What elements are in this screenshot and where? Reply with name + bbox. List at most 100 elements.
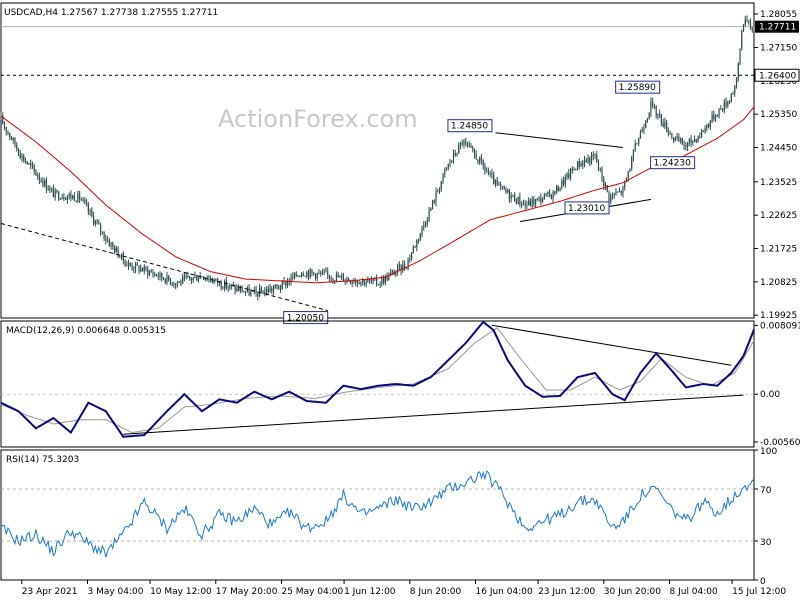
candle-body [204,278,207,280]
candle-body [126,265,128,267]
candle-body [328,274,331,279]
candle-body [267,289,269,293]
candle-body [253,289,255,291]
candle-body [325,271,327,273]
x-axis-tick-label: 16 Jun 04:00 [476,587,533,597]
candle-body [166,275,168,283]
candle-body [515,201,517,204]
candle-body [507,190,509,192]
candle-body [522,203,524,206]
rsi-panel: RSI(14) 75.3203 100 70 30 0 [0,447,777,587]
candle-body [746,19,748,21]
candle-body [526,205,528,206]
candle-body [505,189,507,192]
candle-body [16,145,18,149]
candle-body [197,278,200,281]
candle-body [260,288,262,292]
candle-body [557,185,559,191]
candle-body [629,169,631,172]
candle-body [606,185,608,192]
candle-body [377,284,379,286]
price-y-tick-label: 1.27150 [760,43,797,53]
candle-body [463,141,465,145]
candle-body [458,144,460,154]
candle-body [576,161,579,171]
candle-body [196,275,198,281]
candle-body [113,246,116,253]
candle-body [108,240,110,246]
macd-y-tick-label: 0.008091 [760,321,800,331]
candle-body [335,274,338,281]
price-trend-line [495,132,624,149]
candle-body [59,199,62,200]
candle-body [395,271,397,275]
rsi-line [0,470,755,558]
price-label: 1.27711 [759,23,796,33]
candle-body [30,163,32,166]
candle-body [634,143,636,150]
candle-body [477,159,479,163]
candle-body [711,114,713,122]
candle-body [592,154,594,157]
candle-body [299,275,301,277]
candle-body [122,253,124,261]
candle-body [281,281,283,289]
candle-body [133,268,135,270]
candle-body [653,105,656,107]
candle-body [379,283,381,286]
candle-body [201,276,203,278]
x-axis-tick-label: 1 Jun 12:00 [344,587,396,597]
candle-body [14,138,16,146]
candle-body [599,167,601,169]
candle-body [182,277,184,284]
candle-body [148,271,151,275]
candle-body [751,28,753,31]
candle-body [307,272,310,277]
candle-body [52,188,55,198]
candle-body [702,130,704,132]
candle-body [428,210,430,221]
candle-body [727,101,729,107]
candle-body [430,208,432,211]
macd-line [0,320,755,438]
rsi-y-tick-label: 30 [760,538,772,548]
candle-body [168,275,170,280]
candle-body [337,274,339,278]
candle-body [664,121,666,127]
candle-body [348,278,350,281]
candle-body [224,281,226,289]
candle-body [65,198,67,200]
watermark: ActionForex.com [218,105,418,133]
candle-body [512,194,514,196]
candle-body [655,105,657,116]
candle-body [73,195,75,202]
candle-body [510,195,512,199]
candle-body [749,21,752,29]
price-y-tick-label: 1.19925 [760,311,797,321]
candle-body [279,288,282,290]
candle-body [491,172,493,175]
candle-body [480,157,483,161]
candle-body [37,175,39,177]
level-annotation-box [650,156,696,170]
candle-body [587,158,589,163]
candle-body [720,108,722,110]
candle-body [561,180,563,188]
candle-body [250,291,252,296]
candle-body [92,215,95,224]
candle-body [657,113,659,116]
macd-panel-frame [0,320,755,448]
candle-body [68,194,70,197]
candle-body [638,138,640,144]
candle-body [409,258,411,260]
candle-body [566,173,568,178]
macd-panel-title: MACD(12,26,9) 0.006648 0.005315 [6,326,166,336]
candle-body [225,281,227,288]
candle-body [728,101,731,103]
candle-body [582,163,584,166]
candle-body [610,195,612,202]
candle-body [622,187,624,194]
candle-body [391,271,393,273]
candle-body [183,276,186,278]
macd-signal-line [0,327,755,434]
